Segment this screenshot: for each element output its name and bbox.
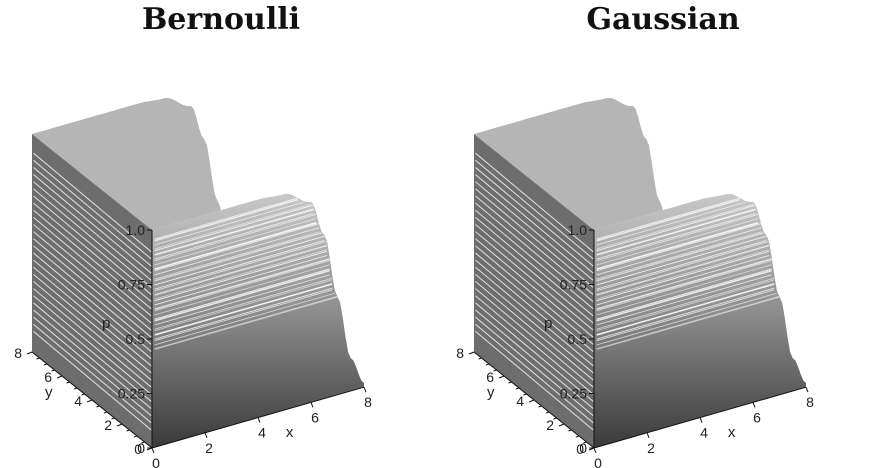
x-axis-label: x <box>728 424 736 441</box>
y-tick-label: 2 <box>546 417 554 433</box>
z-tick-label: 0.25 <box>560 386 587 402</box>
z-tick-label: 0.75 <box>560 277 587 293</box>
y-tick-label: 2 <box>104 417 112 433</box>
x-tick-label: 8 <box>806 394 814 410</box>
chart-title: Gaussian <box>586 2 740 37</box>
x-tick-label: 2 <box>647 440 655 456</box>
gaussian-panel: Gaussian 0 0.25 0.5 0.75 1.0 0 2 4 6 8 0 2 4 6 8 x y p <box>442 0 884 468</box>
surface-streaks <box>475 152 780 431</box>
x-tick-label: 6 <box>311 409 319 425</box>
z-tick-label: 0.75 <box>118 277 145 293</box>
z-tick-label: 0.5 <box>568 331 588 347</box>
bernoulli-panel: Bernoulli 0 0.25 0.5 0.75 1.0 0 2 4 6 8 0 2 4 6 8 x y p <box>14 2 372 468</box>
y-tick-label: 6 <box>44 369 52 385</box>
z-tick-label: 1.0 <box>568 222 588 238</box>
surface-front <box>152 193 364 448</box>
x-tick-label: 0 <box>594 455 602 468</box>
surface-streaks <box>33 152 338 431</box>
z-tick-label: 0 <box>137 440 145 456</box>
x-tick-label: 8 <box>364 394 372 410</box>
y-axis-label: y <box>487 384 495 401</box>
x-tick-label: 4 <box>700 425 708 441</box>
z-axis-label: p <box>102 315 110 332</box>
z-tick-label: 0.5 <box>126 331 146 347</box>
z-tick-label: 0 <box>579 440 587 456</box>
y-tick-label: 0 <box>576 441 584 457</box>
x-tick-label: 2 <box>205 440 213 456</box>
z-tick-label: 1.0 <box>126 222 146 238</box>
x-axis-label: x <box>286 424 294 441</box>
y-tick-label: 8 <box>456 345 464 361</box>
y-tick-label: 4 <box>516 393 524 409</box>
x-tick-label: 0 <box>152 455 160 468</box>
z-tick-label: 0.25 <box>118 386 145 402</box>
y-tick-label: 4 <box>74 393 82 409</box>
y-axis-label: y <box>45 384 53 401</box>
y-tick-label: 0 <box>134 441 142 457</box>
chart-title: Bernoulli <box>141 2 301 37</box>
y-tick-label: 8 <box>14 345 22 361</box>
y-tick-label: 6 <box>486 369 494 385</box>
x-tick-label: 4 <box>258 425 266 441</box>
z-axis-label: p <box>544 315 552 332</box>
x-tick-label: 6 <box>753 409 761 425</box>
surface-front <box>594 193 806 448</box>
